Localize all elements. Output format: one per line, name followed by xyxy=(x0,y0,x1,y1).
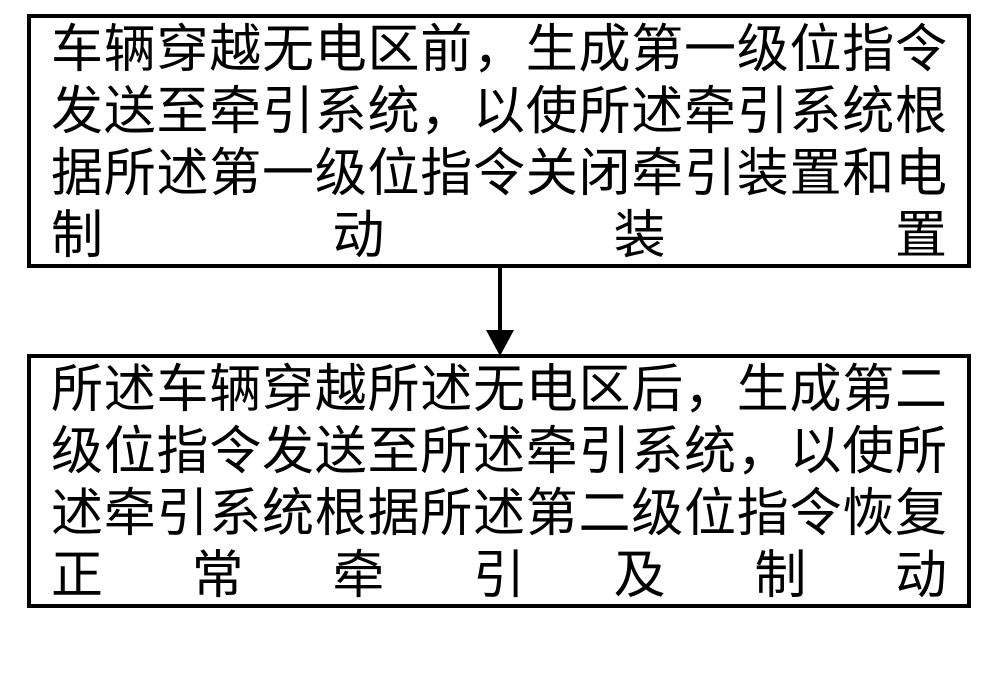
flowchart-node-step1-text: 车辆穿越无电区前，生成第一级位指令发送至牵引系统，以使所述牵引系统根据所述第一级… xyxy=(51,22,947,265)
flowchart-edge-arrowhead xyxy=(486,330,514,356)
flowchart-node-step2-text: 所述车辆穿越所述无电区后，生成第二级位指令发送至所述牵引系统，以使所述牵引系统根… xyxy=(51,362,947,605)
flowchart-edge-line xyxy=(498,268,502,336)
flowchart-canvas: 车辆穿越无电区前，生成第一级位指令发送至牵引系统，以使所述牵引系统根据所述第一级… xyxy=(0,0,1000,688)
flowchart-node-step2: 所述车辆穿越所述无电区后，生成第二级位指令发送至所述牵引系统，以使所述牵引系统根… xyxy=(27,354,971,608)
flowchart-node-step1: 车辆穿越无电区前，生成第一级位指令发送至牵引系统，以使所述牵引系统根据所述第一级… xyxy=(27,14,971,268)
